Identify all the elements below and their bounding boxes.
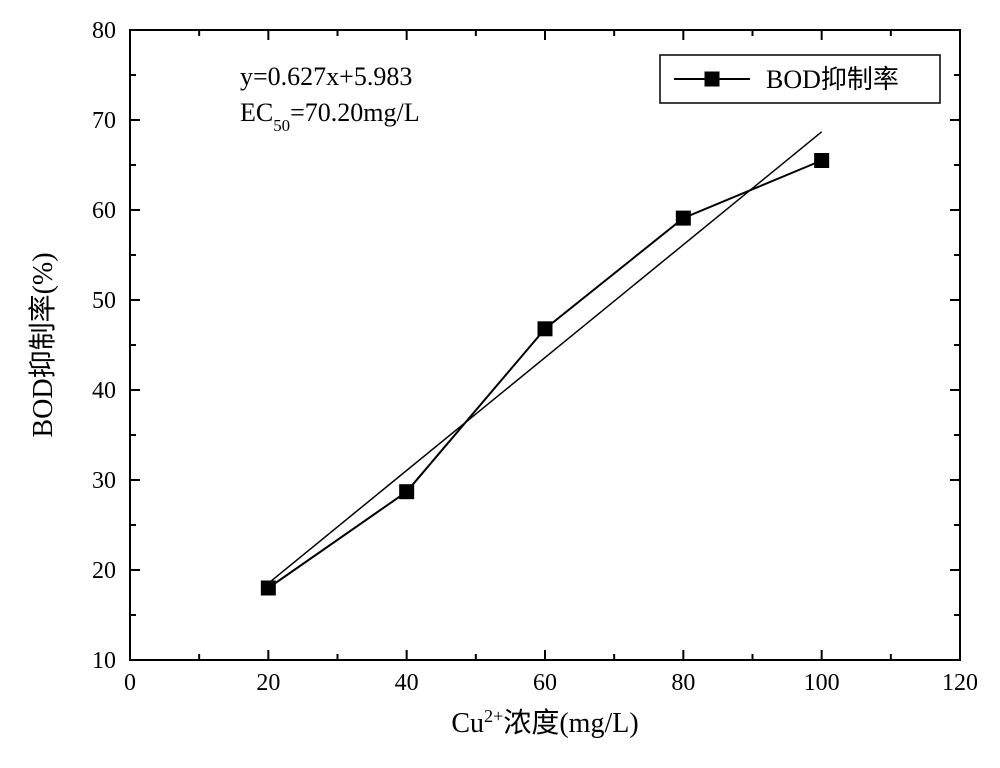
svg-text:120: 120 — [942, 670, 978, 696]
svg-text:30: 30 — [92, 468, 116, 494]
svg-text:80: 80 — [92, 18, 116, 44]
chart-container: 0 20 40 60 80 100 120 10 20 30 40 50 60 70 80 Cu2+浓度(mg… — [0, 0, 1000, 768]
svg-text:EC50=70.20mg/L: EC50=70.20mg/L — [240, 98, 420, 135]
svg-text:20: 20 — [92, 558, 116, 584]
svg-text:60: 60 — [92, 198, 116, 224]
svg-text:BOD抑制率(%): BOD抑制率(%) — [27, 252, 59, 437]
chart-svg: 0 20 40 60 80 100 120 10 20 30 40 50 60 70 80 Cu2+浓度(mg… — [0, 0, 1000, 768]
svg-text:20: 20 — [256, 670, 280, 696]
svg-text:10: 10 — [92, 648, 116, 674]
svg-text:BOD抑制率: BOD抑制率 — [766, 65, 899, 94]
svg-text:80: 80 — [671, 670, 695, 696]
svg-text:50: 50 — [92, 288, 116, 314]
svg-text:100: 100 — [804, 670, 840, 696]
svg-text:40: 40 — [395, 670, 419, 696]
svg-text:70: 70 — [92, 108, 116, 134]
svg-text:0: 0 — [124, 670, 136, 696]
svg-text:y=0.627x+5.983: y=0.627x+5.983 — [240, 62, 412, 91]
svg-text:60: 60 — [533, 670, 557, 696]
svg-text:Cu2+浓度(mg/L): Cu2+浓度(mg/L) — [451, 706, 638, 739]
svg-text:40: 40 — [92, 378, 116, 404]
